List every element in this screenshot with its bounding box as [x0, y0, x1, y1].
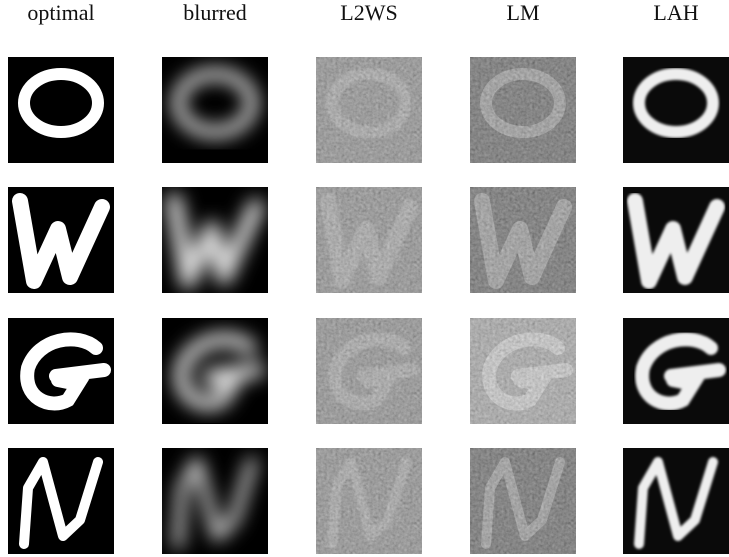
image-cell [623, 57, 729, 163]
image-cell [623, 187, 729, 293]
column-header: blurred [183, 0, 247, 26]
image-cell [316, 57, 422, 163]
image-cell [623, 448, 729, 554]
image-cell [162, 187, 268, 293]
column-header: LM [507, 0, 540, 26]
image-cell [162, 448, 268, 554]
image-cell [316, 187, 422, 293]
column-header: optimal [27, 0, 94, 26]
image-cell [316, 318, 422, 424]
image-cell [162, 57, 268, 163]
image-cell [8, 187, 114, 293]
image-cell [8, 448, 114, 554]
image-cell [470, 448, 576, 554]
image-cell [316, 448, 422, 554]
image-cell [8, 57, 114, 163]
image-cell [470, 318, 576, 424]
image-cell [8, 318, 114, 424]
image-cell [623, 318, 729, 424]
column-header: L2WS [340, 0, 397, 26]
column-header: LAH [653, 0, 698, 26]
image-cell [470, 187, 576, 293]
image-cell [470, 57, 576, 163]
figure: optimal blurred L2WS LM LAH [0, 0, 729, 557]
image-cell [162, 318, 268, 424]
